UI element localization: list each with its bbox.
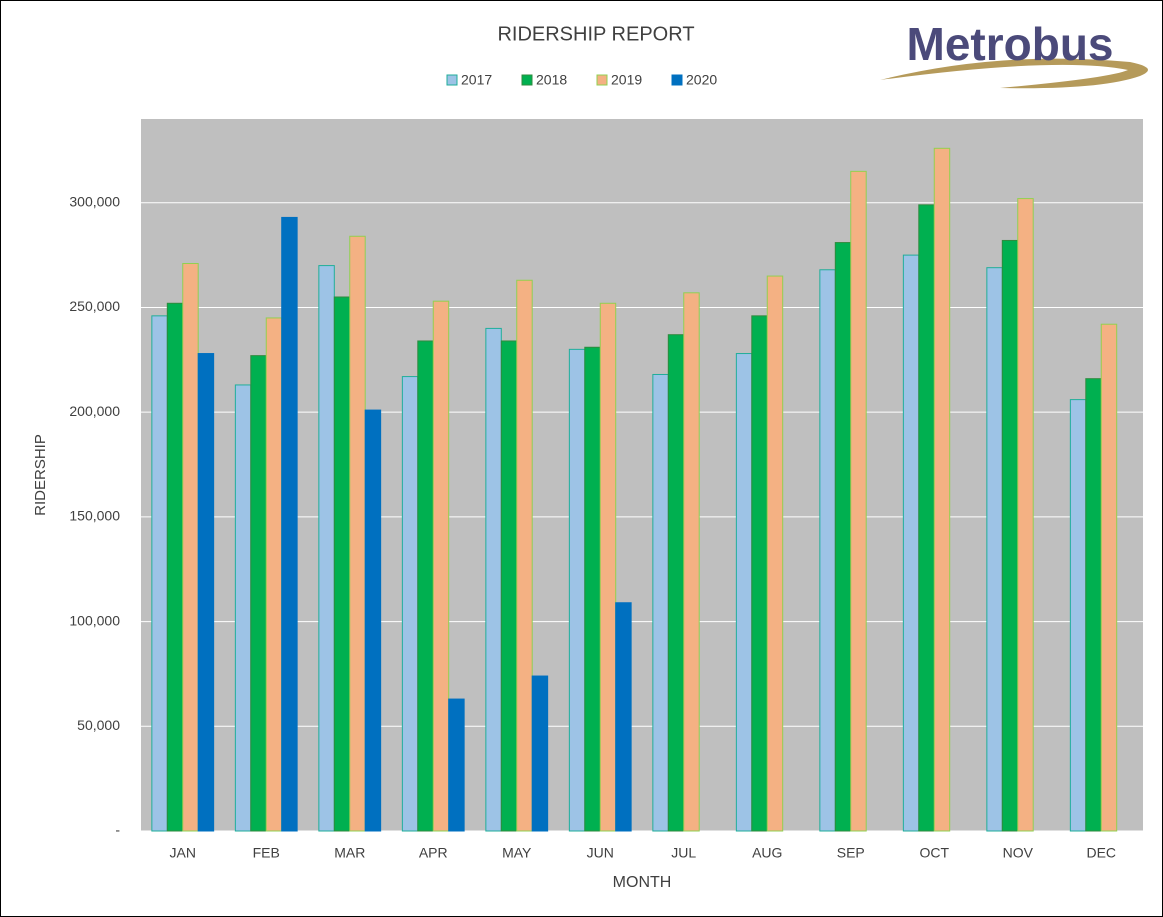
bar (197, 353, 215, 832)
legend-label: 2018 (536, 72, 567, 88)
legend-swatch (446, 74, 458, 86)
x-tick-label: JUL (671, 845, 696, 861)
bar (766, 275, 784, 832)
bar (265, 317, 283, 832)
logo-swoosh (880, 58, 1148, 89)
bar (485, 327, 502, 832)
bar (933, 147, 951, 832)
bar (364, 409, 382, 832)
x-tick-label: OCT (919, 845, 949, 861)
legend-label: 2019 (611, 72, 642, 88)
x-tick-label: NOV (1003, 845, 1034, 861)
bar (584, 346, 601, 832)
bar (250, 355, 267, 832)
bar (448, 698, 465, 832)
bar (500, 340, 518, 832)
bar (151, 315, 168, 832)
legend: 2017 2018 2019 2020 (446, 72, 717, 88)
bar (401, 376, 419, 832)
legend-swatch (596, 74, 608, 86)
y-tick-label: 300,000 (69, 193, 120, 209)
bar (1100, 323, 1118, 832)
bar (531, 675, 549, 832)
x-tick-label: APR (419, 845, 448, 861)
chart-title: RIDERSHIP REPORT (497, 23, 694, 45)
y-axis-label: RIDERSHIP (32, 434, 49, 516)
bar (599, 302, 617, 832)
y-tick-label: - (115, 822, 120, 838)
y-tick-label: 100,000 (69, 612, 120, 628)
x-tick-label: JUN (587, 845, 614, 861)
x-tick-label: FEB (253, 845, 280, 861)
bar (333, 296, 351, 832)
bar (568, 348, 586, 832)
legend-swatch (521, 74, 533, 86)
bar (432, 300, 450, 832)
x-tick-label: SEP (837, 845, 865, 861)
x-tick-label: MAY (502, 845, 532, 861)
logo: Metrobus (907, 18, 1114, 70)
plot-area (141, 119, 1143, 831)
bar (986, 267, 1003, 832)
y-tick-label: 150,000 (69, 508, 120, 524)
y-tick-label: 250,000 (69, 298, 120, 314)
bar (281, 216, 298, 832)
x-tick-label: DEC (1086, 845, 1116, 861)
bar (652, 373, 669, 832)
bar (516, 279, 533, 832)
y-tick-label: 200,000 (69, 403, 120, 419)
x-tick-label: AUG (752, 845, 782, 861)
legend-swatch (671, 74, 683, 86)
bar (902, 254, 920, 832)
bar (667, 334, 685, 832)
bar (834, 242, 852, 832)
bar (234, 384, 252, 832)
x-tick-label: MAR (334, 845, 365, 861)
bar (735, 353, 753, 832)
bar (318, 265, 335, 832)
bar (615, 602, 632, 832)
legend-label: 2020 (686, 72, 717, 88)
x-axis-label: MONTH (613, 874, 672, 891)
x-tick-label: JAN (170, 845, 196, 861)
bar (819, 269, 836, 832)
bar (349, 235, 366, 832)
bar (1001, 239, 1019, 832)
bar (182, 262, 199, 832)
bar (918, 204, 935, 832)
bar (417, 340, 434, 832)
bar (166, 302, 184, 832)
bar (1085, 378, 1102, 832)
bar (751, 315, 768, 832)
legend-label: 2017 (461, 72, 492, 88)
bar (683, 292, 700, 832)
bar (1017, 198, 1034, 832)
bar (1069, 399, 1087, 832)
y-tick-label: 50,000 (77, 717, 120, 733)
bar (850, 170, 867, 832)
